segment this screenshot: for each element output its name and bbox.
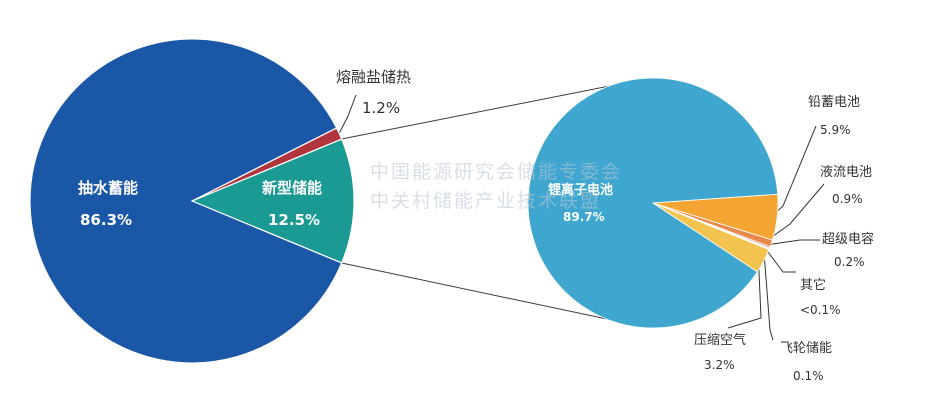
label-flow-value: 0.9% <box>832 192 863 206</box>
label-lithium-name: 锂离子电池 <box>548 182 613 198</box>
label-molten-salt-value: 1.2% <box>362 99 400 117</box>
left-pie <box>29 38 355 364</box>
left-pie-slice-2 <box>190 138 355 264</box>
label-other-value: <0.1% <box>800 303 841 317</box>
label-new-storage-name: 新型储能 <box>262 179 322 197</box>
connector-bottom <box>341 262 641 327</box>
label-pumped-hydro-value: 86.3% <box>80 211 132 229</box>
label-flywheel-name: 飞轮储能 <box>780 341 832 356</box>
right-pie-slice-0 <box>527 77 779 329</box>
label-flow-name: 液流电池 <box>820 165 872 180</box>
label-molten-salt-name: 熔融盐储热 <box>336 68 411 86</box>
leader-supercap <box>764 239 820 246</box>
label-compressed-air-value: 3.2% <box>704 358 735 372</box>
watermark-line-2: 中关村储能产业技术联盟 <box>370 190 601 212</box>
leader-molten-salt <box>338 94 357 134</box>
label-compressed-air-name: 压缩空气 <box>694 332 746 348</box>
label-lead-acid-name: 铅蓄电池 <box>808 95 860 110</box>
label-new-storage-value: 12.5% <box>268 211 320 229</box>
connector-top <box>341 79 641 140</box>
left-pie-slice-0 <box>29 38 343 364</box>
leader-compressed-air <box>727 258 762 329</box>
leader-flywheel <box>763 246 774 341</box>
label-lead-acid-value: 5.9% <box>820 123 851 137</box>
label-flywheel-value: 0.1% <box>793 369 824 383</box>
watermark-line-1: 中国能源研究会储能专委会 <box>370 161 622 183</box>
label-lithium-value: 89.7% <box>563 210 605 224</box>
label-pumped-hydro-name: 抽水蓄能 <box>78 179 138 197</box>
right-pie <box>527 77 779 329</box>
watermark: 中国能源研究会储能专委会 中关村储能产业技术联盟 <box>370 161 622 212</box>
right-pie-slice-6 <box>652 202 770 273</box>
label-supercap-name: 超级电容 <box>822 231 874 247</box>
label-other-name: 其它 <box>800 277 826 293</box>
leader-other <box>763 246 796 273</box>
slice-labels: 抽水蓄能 86.3% 新型储能 12.5% 熔融盐储热 1.2% 锂离子电池 89.7% 铅蓄电… <box>78 68 874 383</box>
label-supercap-value: 0.2% <box>834 255 865 269</box>
